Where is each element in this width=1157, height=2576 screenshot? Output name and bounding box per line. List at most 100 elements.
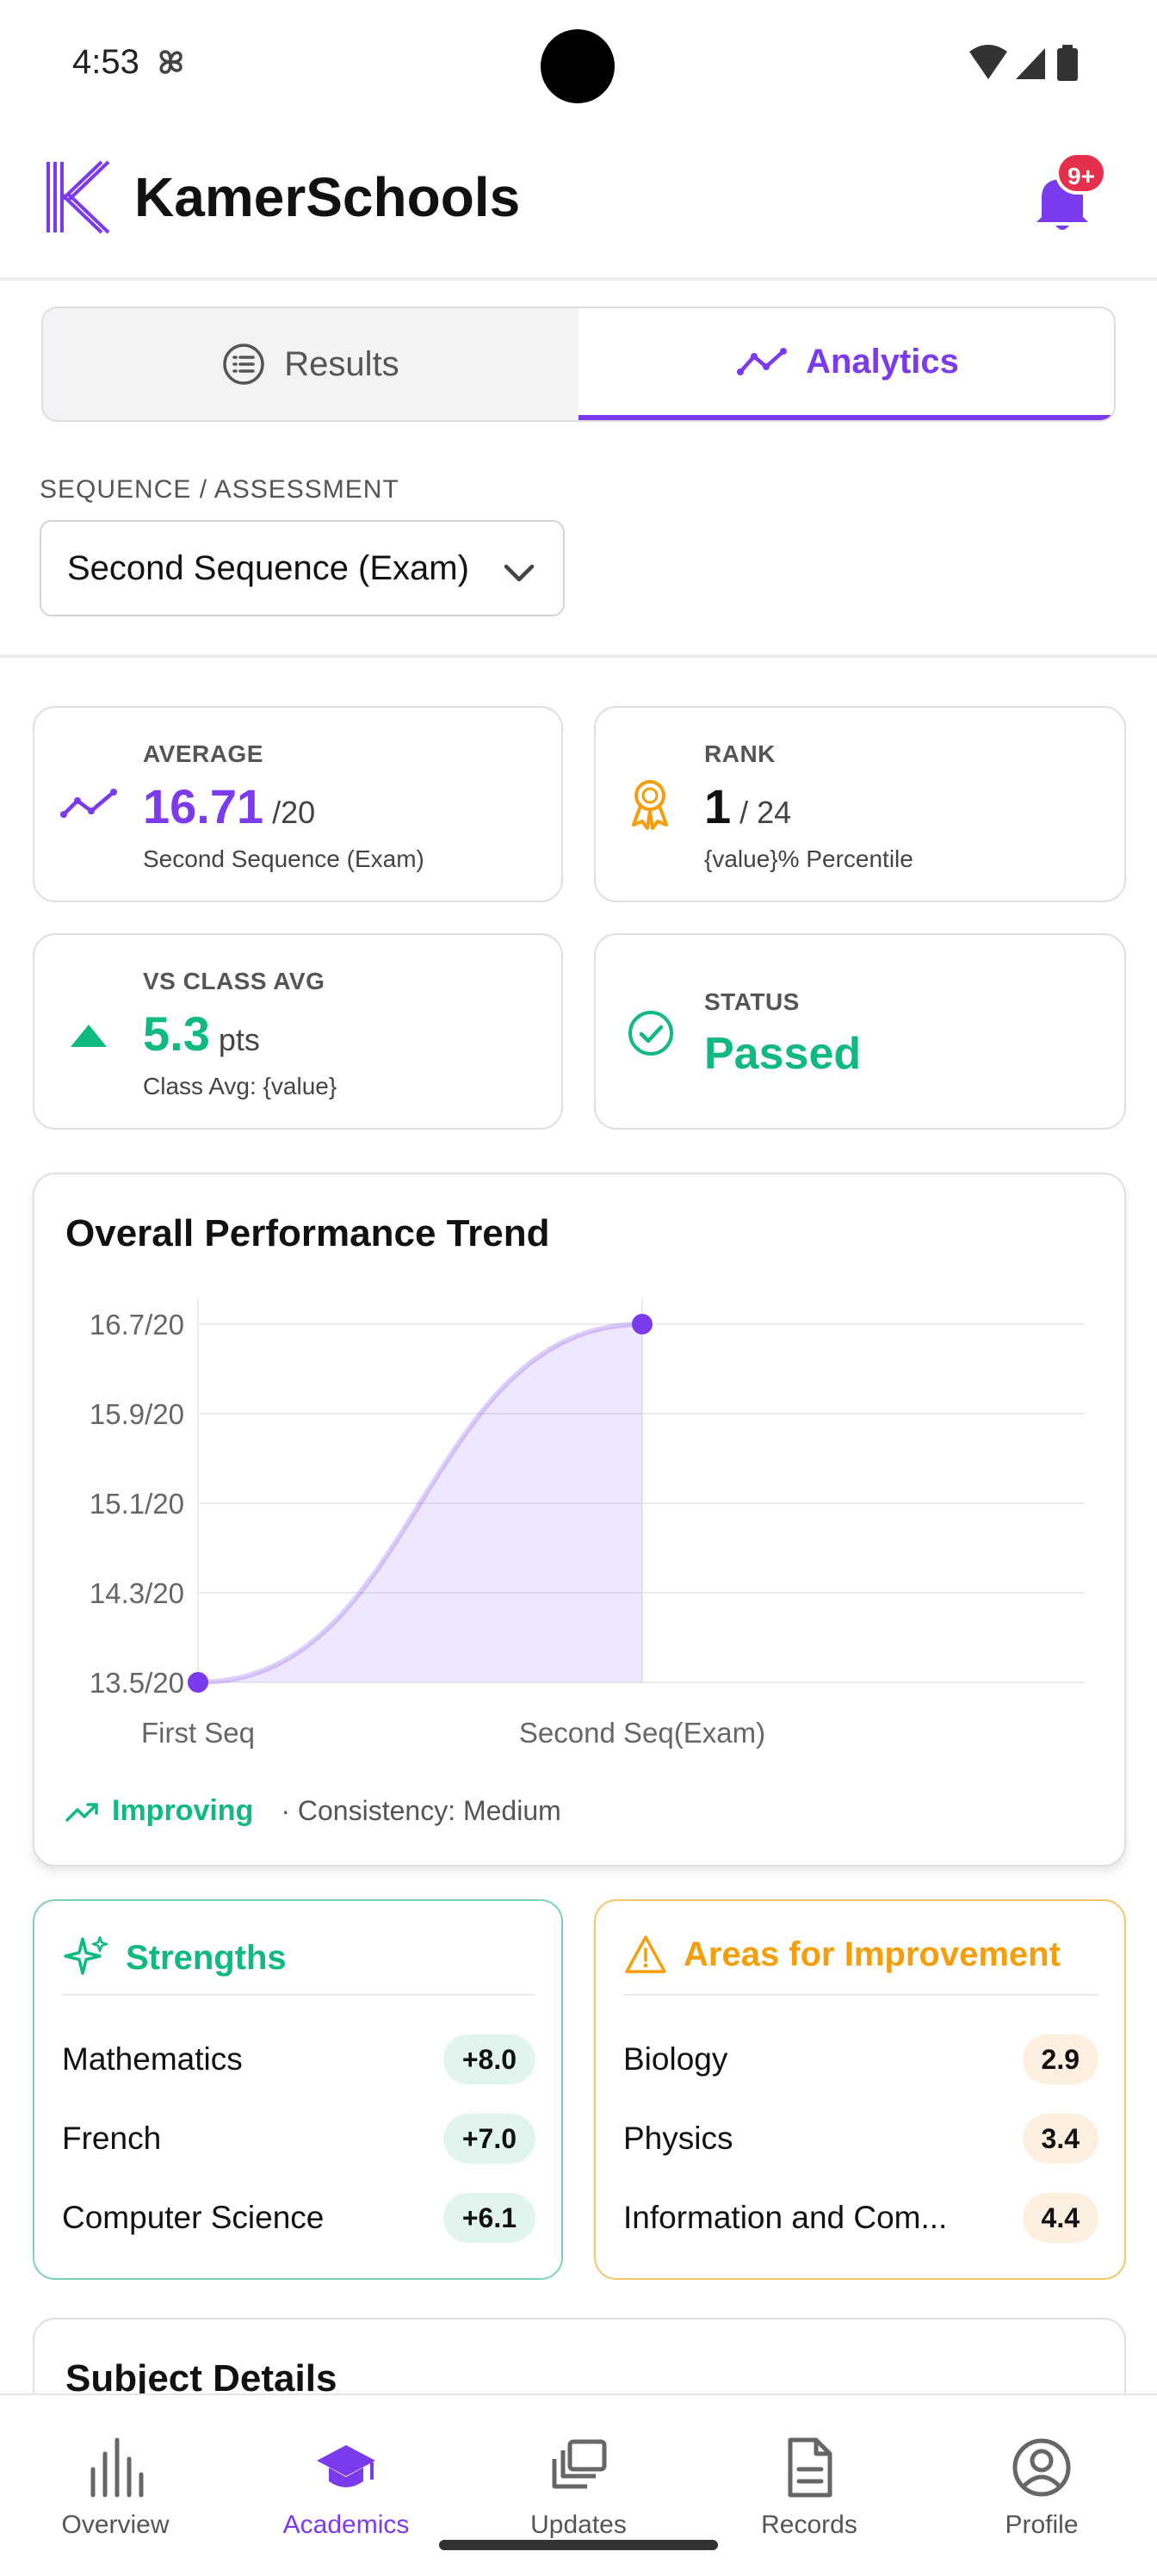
battery-icon: [1057, 48, 1078, 81]
consistency-label: · Consistency: Medium: [281, 1795, 561, 1826]
improvement-row: Information and Com... 4.4: [623, 2192, 1098, 2244]
status-time: 4:53: [72, 43, 139, 81]
warning-triangle-icon: [625, 1935, 666, 1973]
trending-up-icon: [65, 1802, 98, 1822]
status-value: Passed: [704, 1029, 862, 1079]
improvement-subject: Biology: [623, 2041, 728, 2077]
rank-total: / 24: [739, 795, 792, 830]
app-header: [0, 129, 1157, 281]
vs-class-card: VS CLASS AVG 5.3 pts Class Avg: {value}: [33, 933, 563, 1130]
average-unit: /20: [272, 795, 316, 830]
improvement-title-text: Areas for Improvement: [684, 1935, 1061, 1973]
nav-overview[interactable]: Overview: [21, 2437, 210, 2540]
sequence-selected-value: Second Sequence (Exam): [67, 548, 469, 587]
vs-class-unit: pts: [218, 1022, 260, 1057]
performance-trend-card: [33, 1173, 1126, 1867]
average-sub: Second Sequence (Exam): [143, 845, 424, 872]
y-tick-label: 13.5/20: [90, 1667, 184, 1699]
improvement-row: Physics 3.4: [623, 2113, 1098, 2164]
improvement-subject: Physics: [623, 2121, 733, 2156]
view-tabs: Results Analytics: [41, 307, 1116, 422]
chevron-down-icon: [504, 564, 535, 582]
improvement-score: 4.4: [1022, 2193, 1098, 2243]
strengths-title-text: Strengths: [126, 1938, 287, 1977]
vs-class-value: 5.3: [143, 1006, 210, 1061]
average-label: AVERAGE: [143, 740, 263, 767]
sparkles-icon: [64, 1935, 108, 1975]
class-avg-sub: Class Avg: {value}: [143, 1073, 337, 1099]
trend-chart: 16.7/20 15.9/20 15.1/20 14.3/20 13.5/20 First…: [90, 1298, 1085, 1749]
improvement-subject: Information and Com...: [623, 2200, 948, 2235]
status-label: STATUS: [704, 988, 800, 1015]
trend-summary: Improving · Consistency: Medium: [65, 1794, 561, 1828]
strength-row: French +7.0: [62, 2113, 535, 2164]
nav-profile[interactable]: Profile: [947, 2437, 1136, 2540]
camera-cutout: [541, 29, 615, 103]
trend-line: [197, 1322, 643, 1685]
y-tick-label: 15.9/20: [90, 1398, 184, 1430]
user-circle-icon: [1012, 2438, 1071, 2497]
signal-icon: [1016, 48, 1045, 79]
improvement-card: Areas for Improvement Biology 2.9 Physic…: [594, 1899, 1126, 2280]
rank-label: RANK: [704, 740, 776, 767]
stacked-images-icon: [552, 2439, 607, 2489]
vs-class-label: VS CLASS AVG: [143, 968, 325, 994]
trend-icon: [60, 789, 117, 818]
strengths-card: Strengths Mathematics +8.0 French +7.0 C…: [33, 1899, 563, 2280]
improvement-score: 3.4: [1022, 2114, 1098, 2164]
nav-academics-label: Academics: [282, 2511, 410, 2539]
status-card: STATUS Passed: [594, 933, 1126, 1130]
notification-badge: 9+: [1055, 152, 1107, 195]
tab-results-label: Results: [284, 344, 399, 383]
improving-label: Improving: [112, 1794, 254, 1827]
average-card: AVERAGE 16.71 /20 Second Sequence (Exam): [33, 706, 563, 902]
nav-profile-label: Profile: [1005, 2511, 1079, 2539]
tab-results[interactable]: Results: [43, 308, 578, 420]
average-value: 16.71: [143, 779, 264, 833]
pinwheel-icon: [159, 50, 183, 74]
y-tick-label: 15.1/20: [90, 1488, 184, 1520]
strength-subject: French: [62, 2121, 162, 2156]
strength-score: +6.1: [442, 2193, 535, 2243]
award-ribbon-icon: [632, 780, 668, 830]
trend-title: Overall Performance Trend: [65, 1212, 550, 1254]
strength-subject: Computer Science: [62, 2200, 325, 2235]
strength-row: Computer Science +6.1: [62, 2192, 535, 2244]
subject-details-title: Subject Details: [65, 2357, 337, 2400]
trend-point: [632, 1314, 653, 1334]
tab-analytics[interactable]: Analytics: [578, 308, 1114, 420]
list-icon: [223, 344, 265, 385]
nav-records-label: Records: [761, 2511, 857, 2539]
kamerschools-logo-icon: [46, 160, 110, 234]
triangle-up-icon: [71, 1025, 107, 1047]
nav-overview-label: Overview: [61, 2511, 170, 2539]
trend-area: [198, 1324, 642, 1682]
sequence-select[interactable]: Second Sequence (Exam): [40, 520, 565, 616]
rank-percentile: {value}% Percentile: [704, 845, 913, 872]
gesture-home-bar: [439, 2540, 718, 2550]
trend-point: [188, 1672, 208, 1693]
strength-row: Mathematics +8.0: [62, 2034, 535, 2085]
bar-chart-icon: [90, 2437, 144, 2498]
nav-academics[interactable]: Academics: [251, 2437, 441, 2540]
improvement-score: 2.9: [1022, 2034, 1098, 2084]
strength-subject: Mathematics: [62, 2041, 243, 2077]
nav-records[interactable]: Records: [715, 2437, 904, 2540]
tab-analytics-label: Analytics: [806, 342, 959, 381]
strength-score: +8.0: [442, 2034, 535, 2084]
trend-icon: [737, 348, 788, 375]
system-status-icons: [969, 45, 1078, 81]
strength-score: +7.0: [442, 2114, 535, 2164]
strengths-title: Strengths: [62, 1934, 287, 1982]
rank-value: 1: [704, 779, 732, 833]
wifi-icon: [969, 45, 1007, 79]
improvement-title: Areas for Improvement: [623, 1934, 1061, 1975]
graduation-cap-icon: [317, 2445, 375, 2487]
nav-updates-label: Updates: [530, 2511, 627, 2539]
y-tick-label: 16.7/20: [90, 1309, 184, 1341]
section-divider: [0, 654, 1157, 658]
app-title: KamerSchools: [134, 166, 521, 228]
nav-updates[interactable]: Updates: [484, 2437, 673, 2540]
improvement-divider: [623, 1994, 1098, 1996]
rank-card: RANK 1 / 24 {value}% Percentile: [594, 706, 1126, 902]
